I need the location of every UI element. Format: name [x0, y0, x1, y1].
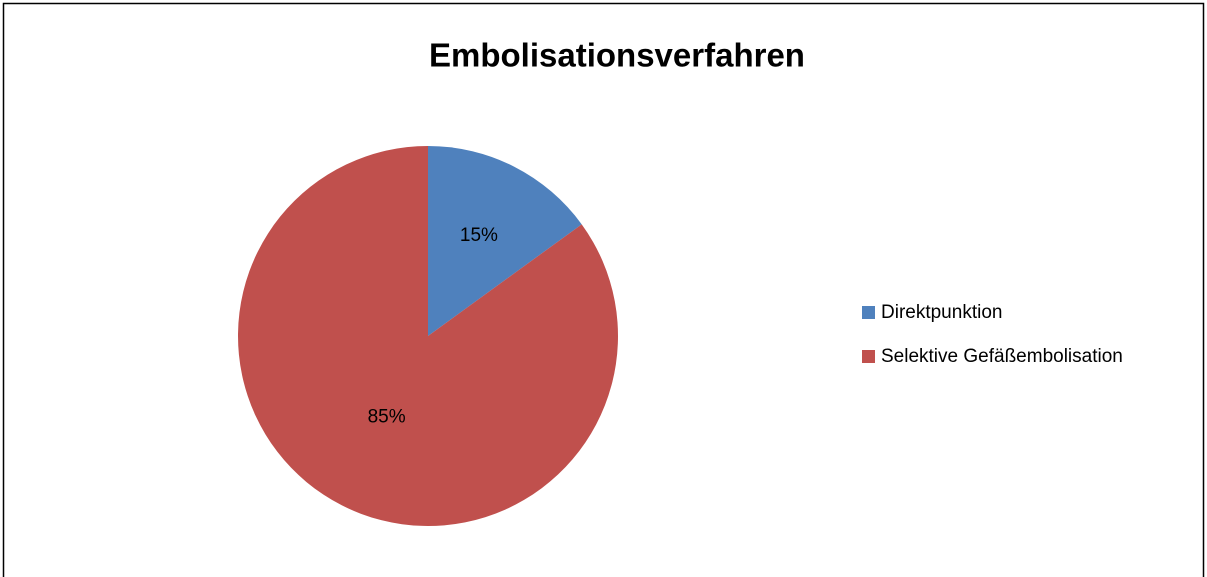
chart-title: Embolisationsverfahren [429, 37, 805, 74]
data-label: 15% [460, 225, 498, 246]
pie-slice [238, 146, 618, 526]
pie-slice [428, 146, 582, 336]
legend-label: Selektive Gefäßembolisation [881, 346, 1123, 367]
data-label: 85% [368, 406, 406, 427]
legend-swatch [862, 306, 875, 319]
legend-label: Direktpunktion [881, 302, 1002, 323]
legend-swatch [862, 350, 875, 363]
